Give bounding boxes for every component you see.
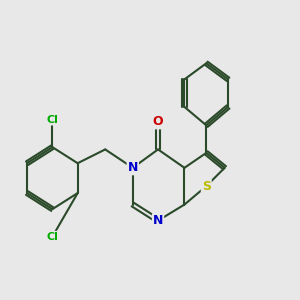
Text: S: S [202,180,211,193]
Text: N: N [153,214,163,227]
Text: N: N [128,161,138,174]
Text: Cl: Cl [46,232,58,242]
Text: O: O [153,116,164,128]
Text: Cl: Cl [46,115,58,124]
